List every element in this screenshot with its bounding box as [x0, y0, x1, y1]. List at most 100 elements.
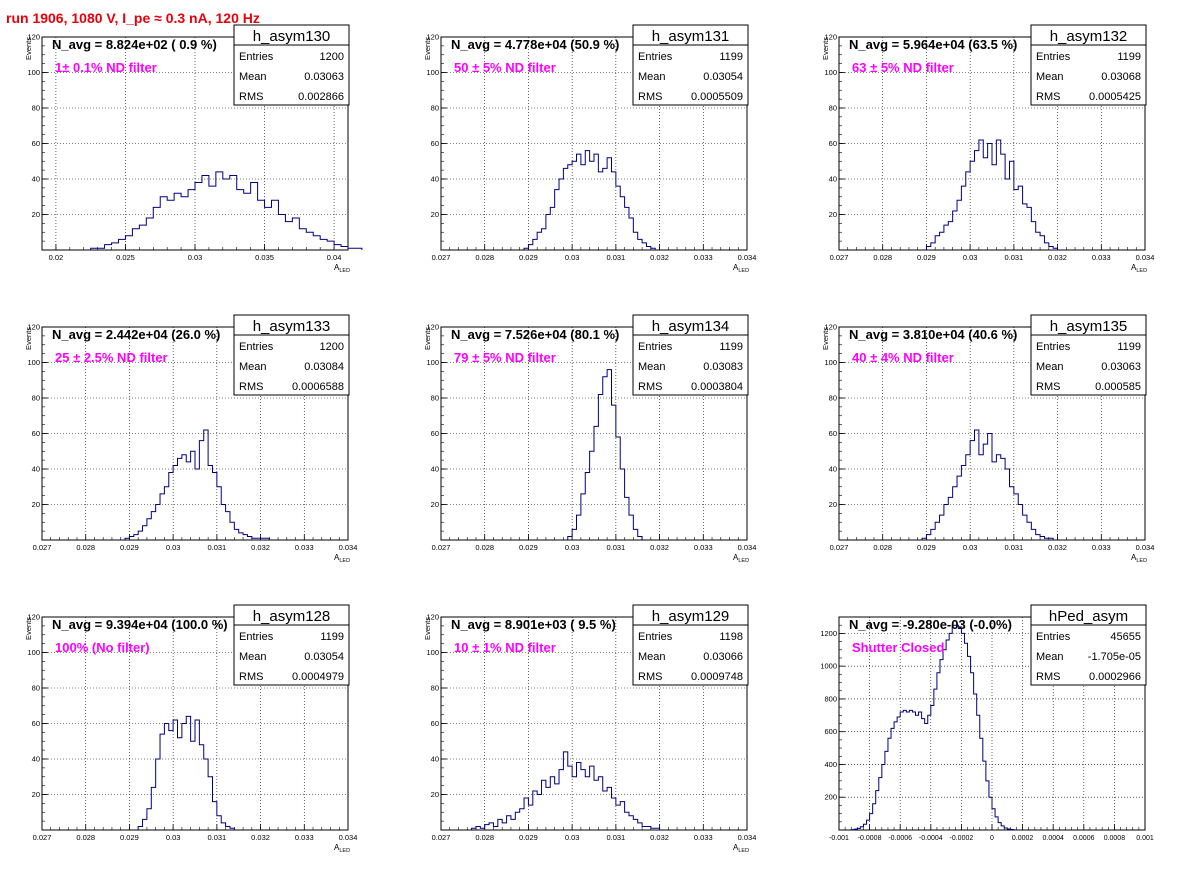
x-tick-label: 0.033	[1092, 253, 1111, 262]
x-tick-label: 0.034	[339, 833, 358, 842]
filter-annotation: 40 ± 4% ND filter	[852, 350, 954, 365]
y-tick-label: 100	[824, 68, 837, 77]
y-tick-label: 40	[32, 175, 40, 184]
panel-h_asym134: 0.027 0.028 0.029 0.03 0.031 0.032 0.033 0.034 2…	[423, 314, 757, 564]
y-axis-label: Events	[821, 37, 830, 60]
x-tick-label: 0.03	[188, 253, 203, 262]
y-tick-label: 120	[426, 323, 439, 332]
stats-mean-value: 0.03068	[1101, 71, 1141, 83]
x-axis-label-subscript: LED	[339, 268, 350, 274]
stats-entries-label: Entries	[638, 341, 673, 353]
stats-mean-value: 0.03066	[703, 651, 743, 663]
stats-mean-label: Mean	[1036, 651, 1064, 663]
y-tick-label: 60	[829, 429, 837, 438]
stats-entries-label: Entries	[1036, 51, 1071, 63]
x-tick-label: 0.001	[1136, 835, 1154, 842]
stats-entries-value: 1198	[719, 631, 743, 643]
x-tick-label: 0.03	[565, 833, 580, 842]
y-tick-label: 60	[32, 139, 40, 148]
stats-entries-label: Entries	[239, 51, 274, 63]
x-tick-label: 0.031	[207, 833, 226, 842]
histogram-name: hPed_asym	[1049, 608, 1128, 625]
stats-mean-label: Mean	[638, 651, 666, 663]
x-tick-label: 0.034	[339, 543, 358, 552]
y-tick-label: 100	[426, 68, 439, 77]
stats-rms-value: 0.0002966	[1089, 671, 1141, 683]
x-tick-label: 0.034	[738, 833, 757, 842]
navg-label: N_avg = 8.901e+03 ( 9.5 %)	[451, 617, 616, 632]
x-tick-label: 0.033	[295, 543, 314, 552]
y-tick-label: 120	[426, 613, 439, 622]
filter-annotation: 100% (No filter)	[55, 640, 150, 655]
stats-rms-value: 0.0009748	[691, 671, 743, 683]
x-axis-label: ALED	[733, 553, 749, 564]
histogram-line	[137, 715, 235, 830]
panel-h_asym130: 0.02 0.025 0.03 0.035 0.04 20 40 60 80 100 120Even…	[24, 24, 363, 274]
y-axis-label: Events	[821, 327, 830, 350]
x-tick-label: 0.025	[116, 253, 135, 262]
stats-mean-label: Mean	[239, 71, 267, 83]
stats-mean-value: 0.03084	[304, 361, 344, 373]
x-tick-label: 0.032	[650, 543, 669, 552]
y-tick-label: 120	[426, 33, 439, 42]
x-tick-label: 0.035	[255, 253, 274, 262]
x-tick-label: 0.03	[565, 253, 580, 262]
y-tick-label: 40	[431, 755, 439, 764]
stats-entries-label: Entries	[638, 51, 673, 63]
stats-mean-value: 0.03063	[304, 71, 344, 83]
stats-mean-label: Mean	[638, 361, 666, 373]
x-axis-label-subscript: LED	[1136, 558, 1147, 564]
navg-label: N_avg = 9.394e+04 (100.0 %)	[52, 617, 228, 632]
stats-entries-value: 1199	[320, 631, 344, 643]
stats-box	[233, 44, 350, 106]
stats-rms-label: RMS	[638, 671, 662, 683]
filter-annotation: 63 ± 5% ND filter	[852, 60, 954, 75]
stats-rms-label: RMS	[1036, 671, 1060, 683]
x-tick-label: 0.034	[738, 543, 757, 552]
stats-box	[1030, 44, 1147, 106]
x-tick-label: 0.027	[33, 833, 52, 842]
y-tick-label: 100	[426, 358, 439, 367]
x-tick-label: 0.032	[251, 833, 270, 842]
x-tick-label: -0.001	[829, 835, 849, 842]
x-axis-label-subscript: LED	[738, 268, 749, 274]
y-tick-label: 80	[32, 684, 40, 693]
x-axis-label: ALED	[1131, 553, 1147, 564]
stats-rms-value: 0.000585	[1095, 381, 1141, 393]
panel-h_asym129: 0.027 0.028 0.029 0.03 0.031 0.032 0.033 0.034 2…	[423, 604, 757, 854]
panel-h_asym131: 0.027 0.028 0.029 0.03 0.031 0.032 0.033 0.034 2…	[423, 24, 756, 274]
y-tick-label: 80	[32, 104, 40, 113]
x-tick-label: 0.029	[519, 543, 538, 552]
y-tick-label: 100	[426, 648, 439, 657]
filter-annotation: 79 ± 5% ND filter	[454, 350, 556, 365]
stats-mean-label: Mean	[1036, 71, 1064, 83]
x-tick-label: 0.033	[1092, 543, 1111, 552]
x-tick-label: 0.029	[120, 543, 139, 552]
y-tick-label: 80	[431, 684, 439, 693]
y-axis-label: Events	[423, 37, 432, 60]
y-tick-label: 60	[431, 719, 439, 728]
stats-mean-label: Mean	[1036, 361, 1064, 373]
x-tick-label: 0.034	[1136, 253, 1155, 262]
histogram-name: h_asym130	[253, 28, 331, 45]
x-tick-label: 0.03	[166, 833, 181, 842]
y-tick-label: 80	[32, 394, 40, 403]
stats-mean-value: -1.705e-05	[1088, 651, 1141, 663]
stats-entries-value: 45655	[1110, 631, 1141, 643]
x-tick-label: 0.032	[1048, 543, 1067, 552]
y-tick-label: 20	[32, 790, 40, 799]
stats-rms-value: 0.0003804	[691, 381, 743, 393]
stats-mean-label: Mean	[239, 651, 267, 663]
y-axis-label: Events	[423, 327, 432, 350]
stats-rms-label: RMS	[239, 381, 263, 393]
y-tick-label: 80	[431, 104, 439, 113]
y-tick-label: 100	[824, 358, 837, 367]
stats-rms-value: 0.0006588	[292, 381, 344, 393]
x-tick-label: 0.031	[606, 833, 625, 842]
stats-box	[632, 334, 749, 396]
x-tick-label: 0.0008	[1104, 835, 1126, 842]
stats-box	[1030, 624, 1147, 686]
panel-hPed_asym: -0.001 -0.0008 -0.0006 -0.0004 -0.0002 0 0.000…	[820, 604, 1154, 842]
y-tick-label: 40	[829, 465, 837, 474]
page-title: run 1906, 1080 V, I_pe ≈ 0.3 nA, 120 Hz	[6, 10, 260, 26]
